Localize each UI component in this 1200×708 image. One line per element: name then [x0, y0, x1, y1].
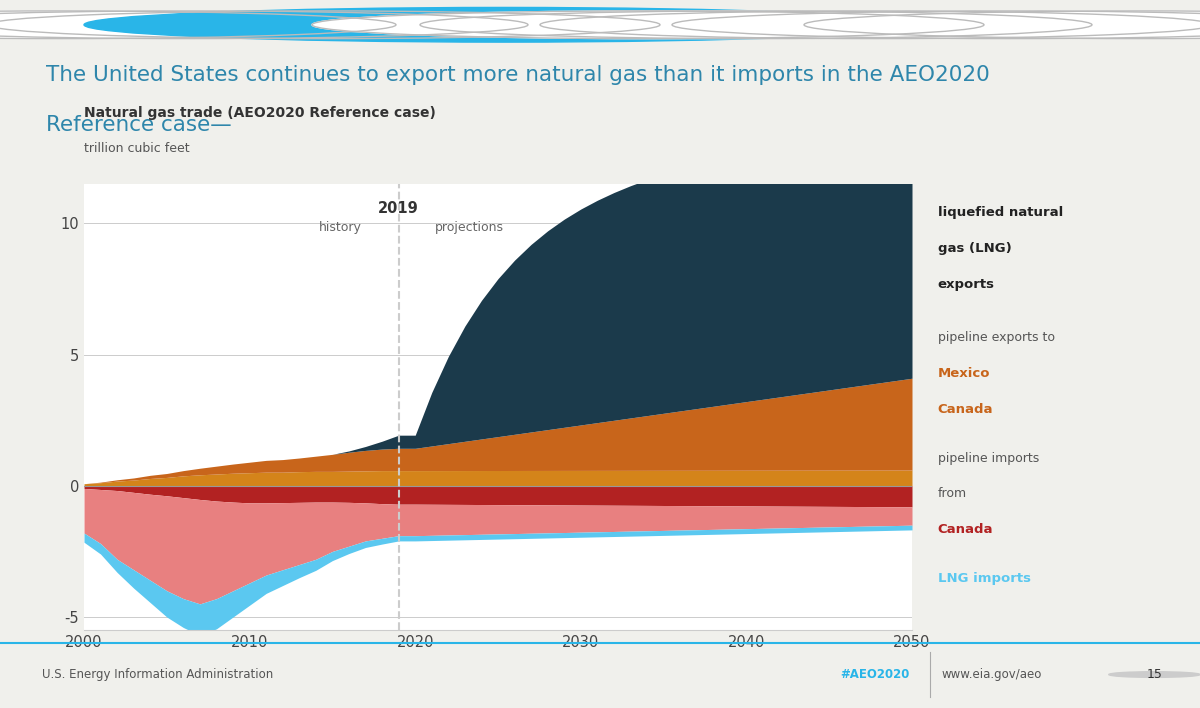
Text: Natural gas trade (AEO2020 Reference case): Natural gas trade (AEO2020 Reference cas…: [84, 106, 436, 120]
Text: Canada: Canada: [938, 523, 994, 536]
Circle shape: [672, 11, 1200, 39]
Text: trillion cubic feet: trillion cubic feet: [84, 142, 190, 155]
Circle shape: [0, 11, 660, 39]
Text: history: history: [319, 221, 362, 234]
Text: pipeline exports to: pipeline exports to: [938, 331, 1055, 344]
Text: 15: 15: [1146, 668, 1163, 681]
Text: The United States continues to export more natural gas than it imports in the AE: The United States continues to export mo…: [46, 66, 990, 86]
Text: 2019: 2019: [378, 201, 419, 216]
Text: Mexico: Mexico: [938, 367, 990, 380]
Circle shape: [1109, 672, 1200, 678]
Text: projections: projections: [436, 221, 504, 234]
Text: www.eia.gov/aeo: www.eia.gov/aeo: [942, 668, 1043, 681]
Circle shape: [540, 11, 1200, 39]
Text: LNG imports: LNG imports: [938, 572, 1031, 585]
Text: pipeline imports: pipeline imports: [938, 452, 1039, 464]
Text: exports: exports: [938, 278, 995, 291]
Circle shape: [0, 11, 528, 39]
Circle shape: [804, 11, 1200, 39]
Circle shape: [420, 11, 1092, 39]
Circle shape: [84, 7, 924, 42]
Text: #AEO2020: #AEO2020: [840, 668, 910, 681]
Text: U.S. Energy Information Administration: U.S. Energy Information Administration: [42, 668, 274, 681]
Text: Reference case—: Reference case—: [46, 115, 232, 135]
Circle shape: [312, 11, 984, 39]
Circle shape: [0, 11, 396, 39]
Text: liquefied natural: liquefied natural: [938, 207, 1063, 219]
Text: Canada: Canada: [938, 403, 994, 416]
Text: gas (LNG): gas (LNG): [938, 242, 1012, 255]
Text: from: from: [938, 487, 967, 501]
